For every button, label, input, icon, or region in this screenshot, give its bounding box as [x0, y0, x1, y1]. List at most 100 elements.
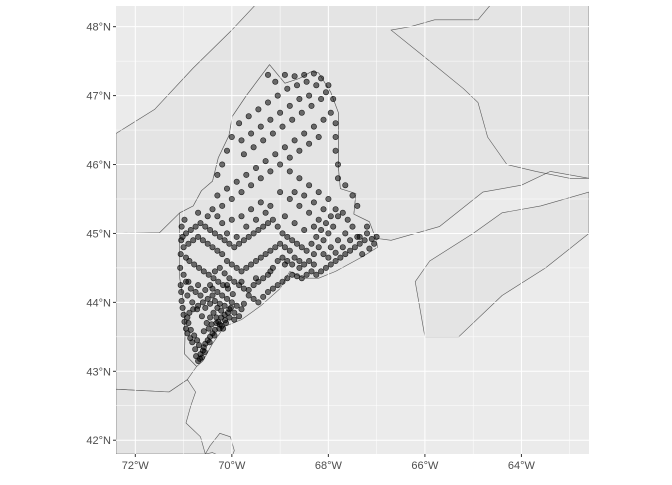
station-point — [339, 244, 346, 251]
station-point — [189, 299, 196, 306]
station-point — [248, 182, 255, 189]
station-point — [219, 161, 226, 168]
station-point — [298, 244, 305, 251]
station-point — [209, 285, 216, 292]
station-point — [330, 96, 337, 103]
station-point — [262, 158, 269, 165]
grid-lines — [116, 6, 589, 454]
station-point — [198, 313, 205, 320]
station-point — [224, 147, 231, 154]
station-point — [228, 196, 235, 203]
station-point — [253, 257, 260, 264]
station-point — [281, 213, 288, 220]
station-point — [332, 206, 339, 213]
station-point — [337, 254, 344, 261]
station-point — [243, 264, 250, 271]
station-point — [243, 171, 250, 178]
station-point — [332, 120, 339, 127]
station-point — [192, 288, 199, 295]
station-point — [322, 264, 329, 271]
station-point — [211, 297, 218, 304]
station-point — [286, 168, 293, 175]
station-point — [363, 223, 370, 230]
coastline-gaspe-coast — [390, 6, 589, 179]
station-point — [320, 206, 327, 213]
station-point — [211, 268, 218, 275]
station-point — [197, 220, 204, 227]
station-point — [342, 230, 349, 237]
station-point — [240, 237, 247, 244]
station-point — [238, 189, 245, 196]
station-point — [255, 106, 262, 113]
x-tick-label: 72°W — [122, 460, 150, 472]
station-point — [301, 261, 308, 268]
station-point — [224, 230, 231, 237]
station-point — [209, 206, 216, 213]
station-point — [310, 251, 317, 258]
station-point — [207, 300, 214, 307]
station-point — [334, 161, 341, 168]
station-point — [342, 251, 349, 258]
station-point — [264, 220, 271, 227]
station-point — [238, 213, 245, 220]
station-point — [190, 237, 197, 244]
station-point — [306, 140, 313, 147]
station-point — [281, 71, 288, 78]
station-point — [301, 192, 308, 199]
station-point — [349, 192, 356, 199]
station-point — [185, 278, 192, 285]
station-point — [238, 278, 245, 285]
station-point — [303, 78, 310, 85]
station-point — [233, 264, 240, 271]
station-point — [277, 240, 284, 247]
station-point — [221, 302, 228, 309]
station-point — [194, 306, 201, 313]
station-point — [262, 251, 269, 258]
station-point — [178, 237, 185, 244]
station-point — [215, 278, 222, 285]
station-point — [186, 309, 193, 316]
station-point — [219, 251, 226, 258]
station-point — [255, 227, 262, 234]
station-point — [325, 82, 332, 89]
station-point — [272, 78, 279, 85]
y-tick-label: 47°N — [86, 91, 111, 103]
station-point — [245, 113, 252, 120]
station-point — [260, 223, 267, 230]
station-point — [243, 223, 250, 230]
station-point — [248, 206, 255, 213]
station-point — [347, 237, 354, 244]
station-point — [289, 237, 296, 244]
station-point — [277, 109, 284, 116]
station-point — [236, 240, 243, 247]
station-point — [284, 257, 291, 264]
station-point — [308, 240, 315, 247]
station-point — [210, 309, 217, 316]
station-point — [255, 299, 262, 306]
station-point — [214, 247, 221, 254]
station-point — [228, 299, 235, 306]
station-point — [245, 233, 252, 240]
station-point — [185, 240, 192, 247]
station-point — [286, 196, 293, 203]
station-point — [233, 233, 240, 240]
station-point — [240, 151, 247, 158]
station-point — [327, 261, 334, 268]
station-point — [272, 244, 279, 251]
station-point — [238, 306, 245, 313]
station-point — [214, 288, 221, 295]
station-point — [291, 73, 298, 80]
station-point — [233, 178, 240, 185]
station-point — [192, 346, 199, 353]
station-point — [253, 165, 260, 172]
station-point — [195, 233, 202, 240]
station-point — [373, 233, 380, 240]
station-point — [306, 257, 313, 264]
station-point — [318, 227, 325, 234]
station-point — [202, 304, 209, 311]
station-point — [366, 245, 373, 252]
station-point — [267, 116, 274, 123]
station-point — [226, 240, 233, 247]
station-point — [296, 264, 303, 271]
station-point — [211, 332, 218, 339]
